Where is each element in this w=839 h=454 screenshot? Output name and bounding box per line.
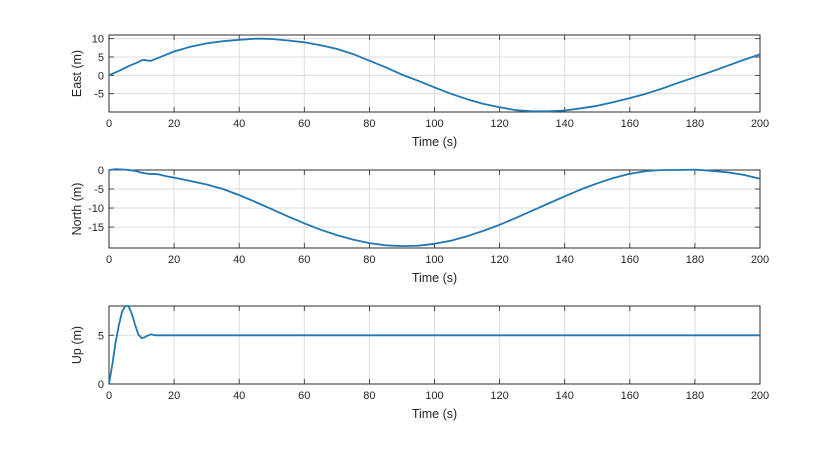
subplot-2: 0 20 40 60 80 100 120 140 160 180 200 -15 -10 -5 0 Time… [70,165,769,285]
x-tick-label: 140 [556,254,574,266]
x-tick-label: 40 [233,390,245,402]
y-axis-label: East (m) [70,50,84,97]
x-tick-label: 200 [751,118,769,130]
subplot-3: 0 20 40 60 80 100 120 140 160 180 200 0 5 Time (s) Up … [70,305,769,421]
x-tick-label: 0 [106,254,112,266]
x-tick-label: 20 [168,254,180,266]
x-tick-label: 180 [686,390,704,402]
x-tick-label: 40 [233,254,245,266]
x-tick-label: 180 [686,118,704,130]
x-tick-label: 60 [298,118,310,130]
y-tick-label: 5 [98,330,104,342]
series-line [108,168,761,247]
y-tick-label: -15 [88,222,104,234]
x-tick-label: 80 [363,118,375,130]
x-tick-label: 120 [490,390,508,402]
x-tick-label: 200 [751,390,769,402]
x-tick-label: 60 [298,390,310,402]
x-axis-label: Time (s) [412,135,457,149]
x-tick-label: 80 [363,390,375,402]
x-tick-label: 140 [556,390,574,402]
x-tick-label: 80 [363,254,375,266]
x-tick-label: 160 [621,390,639,402]
x-tick-label: 160 [621,118,639,130]
y-tick-label: 0 [98,70,104,82]
series-line [108,37,761,113]
y-axis-label: Up (m) [70,326,84,364]
x-tick-label: 40 [233,118,245,130]
x-tick-label: 180 [686,254,704,266]
x-tick-label: 140 [556,118,574,130]
x-tick-label: 20 [168,118,180,130]
y-tick-label: 0 [98,165,104,177]
y-tick-label: 5 [98,52,104,64]
y-tick-label: -5 [94,89,104,101]
x-tick-label: 0 [106,118,112,130]
y-tick-label: -5 [94,184,104,196]
x-tick-label: 100 [425,254,443,266]
y-tick-label: -10 [88,203,104,215]
x-tick-label: 60 [298,254,310,266]
x-tick-label: 120 [490,254,508,266]
x-tick-label: 0 [106,390,112,402]
y-tick-label: 0 [98,379,104,391]
x-tick-label: 200 [751,254,769,266]
series-line [108,305,760,385]
x-tick-label: 120 [490,118,508,130]
x-tick-label: 20 [168,390,180,402]
x-axis-label: Time (s) [412,271,457,285]
x-tick-label: 100 [425,118,443,130]
y-tick-label: 10 [92,34,104,46]
x-tick-label: 160 [621,254,639,266]
x-tick-label: 100 [425,390,443,402]
subplot-1: 0 20 40 60 80 100 120 140 160 180 200 -5 0 5 10 Time (s… [70,34,769,149]
y-axis-label: North (m) [70,183,84,236]
x-axis-label: Time (s) [412,407,457,421]
